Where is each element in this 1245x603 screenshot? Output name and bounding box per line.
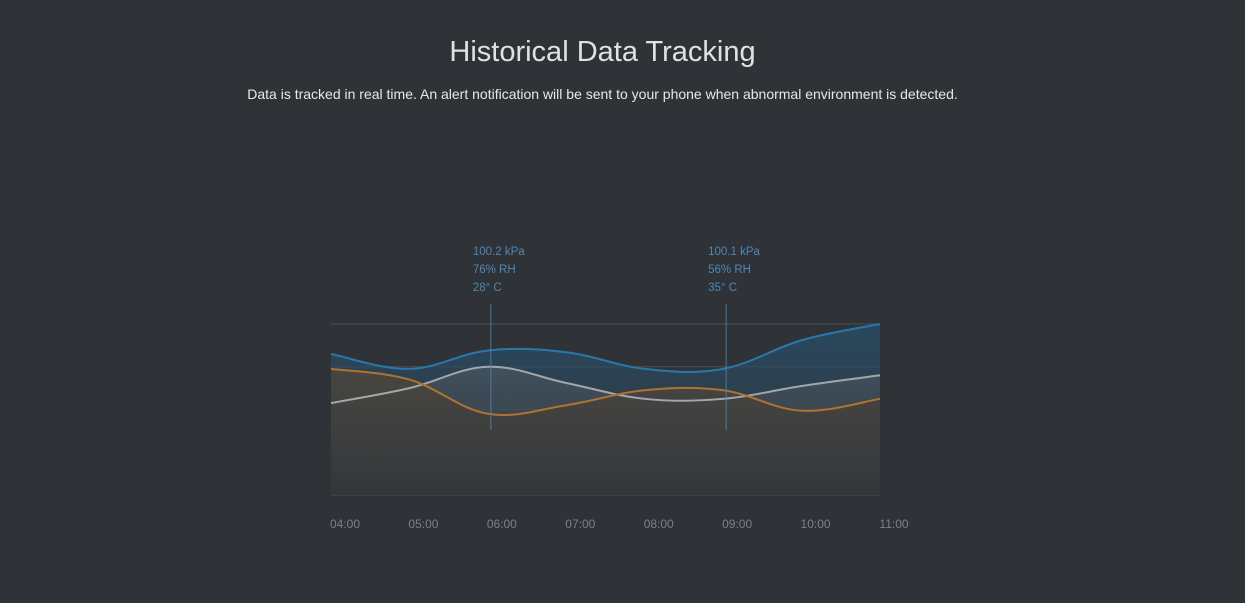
x-tick-label: 04:00	[330, 517, 360, 531]
x-tick-label: 10:00	[801, 517, 831, 531]
annotation-label: 100.1 kPa	[708, 246, 760, 258]
annotation-label: 56% RH	[708, 264, 751, 276]
x-tick-label: 09:00	[722, 517, 752, 531]
x-tick-label: 06:00	[487, 517, 517, 531]
annotations: 100.2 kPa 76% RH 28° C 100.1 kPa 56% RH 35° C	[473, 246, 761, 430]
annotation-label: 35° C	[708, 282, 737, 294]
x-axis-ticks: 04:00 05:00 06:00 07:00 08:00 09:00 10:00 11:00	[330, 517, 909, 531]
annotation-label: 100.2 kPa	[473, 246, 525, 258]
annotation-label: 76% RH	[473, 264, 516, 276]
page-title: Historical Data Tracking	[449, 36, 756, 68]
x-tick-label: 05:00	[408, 517, 438, 531]
series-lines	[330, 323, 881, 417]
x-tick-label: 08:00	[644, 517, 674, 531]
x-tick-label: 11:00	[879, 517, 908, 531]
humidity-line	[330, 365, 881, 405]
pressure-line	[330, 323, 881, 373]
temperature-line	[330, 367, 881, 417]
series-areas	[331, 324, 880, 495]
page-subtitle: Data is tracked in real time. An alert n…	[247, 86, 958, 102]
annotation-label: 28° C	[473, 282, 502, 294]
x-tick-label: 07:00	[565, 517, 595, 531]
temperature-area	[331, 368, 880, 495]
